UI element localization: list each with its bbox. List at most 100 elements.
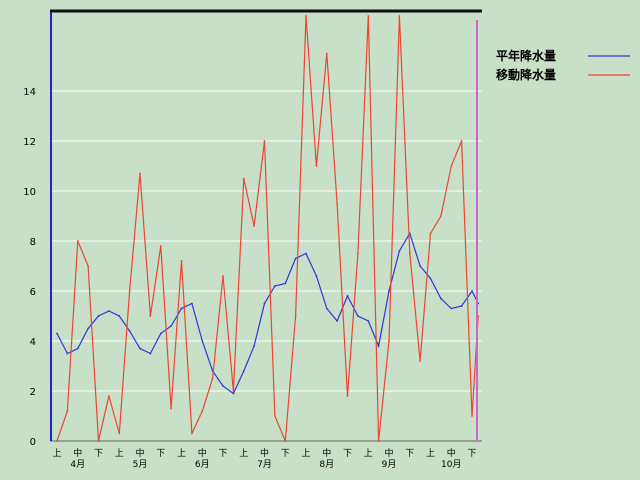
data-point [66,410,69,412]
y-tick-label: 4 [30,337,36,348]
data-point [232,390,235,392]
data-point [367,320,370,322]
data-point [346,295,349,297]
data-point [357,315,359,317]
data-point [419,360,421,362]
data-point [149,352,152,355]
data-point [191,432,193,435]
data-point [429,232,432,235]
data-point [180,307,183,310]
data-point [87,265,89,267]
data-point [460,140,463,142]
x-axis-period-labels: 上中下上中下上中下上中下上中下上中下上中下 [52,447,476,459]
x-period-label: 中 [198,447,207,459]
data-point [336,320,338,322]
data-point [170,325,173,327]
data-point [201,340,204,342]
data-point [471,415,473,417]
data-point [274,415,276,417]
x-period-label: 下 [218,449,227,459]
x-period-label: 下 [156,449,165,459]
data-point [76,347,79,350]
data-point [211,377,214,380]
x-period-label: 中 [384,447,393,459]
x-period-label: 上 [301,448,310,459]
data-point [108,310,110,312]
x-period-label: 下 [405,449,414,459]
legend-label-moving: 移動降水量 [496,67,556,82]
x-period-label: 中 [322,447,331,459]
data-point [294,315,297,317]
data-point [325,52,328,55]
data-point [305,252,307,255]
x-period-label: 中 [447,447,456,459]
data-point [139,172,141,175]
data-point [263,140,266,142]
y-tick-label: 14 [23,87,36,98]
data-point [222,275,224,277]
data-point [66,352,69,355]
data-point [149,315,152,317]
data-point [377,345,380,347]
data-point [232,392,235,395]
data-point [56,332,58,335]
x-period-label: 中 [260,447,269,459]
data-point [222,385,224,387]
data-point [159,332,162,335]
data-point [253,345,256,347]
data-point [253,225,256,227]
normal-rainfall-line [56,232,479,395]
data-point [118,315,121,317]
legend-item-moving: 移動降水量 [496,67,630,82]
data-point [305,15,307,17]
data-point [128,290,131,292]
data-point [118,432,121,435]
y-tick-label: 12 [23,137,36,148]
y-tick-label: 8 [30,237,36,248]
data-point [87,327,89,330]
data-point [108,395,110,397]
data-point [460,305,463,307]
x-period-label: 下 [94,449,103,459]
y-tick-label: 6 [30,287,36,298]
plot-area [56,15,480,442]
legend-item-normal: 平年降水量 [496,48,630,63]
legend: 平年降水量 移動降水量 [496,48,630,82]
data-point [315,165,318,167]
data-point [440,297,442,300]
data-point [97,315,100,317]
x-axis-month-labels: 4月 5月 6月 7月 8月 9月 10月 [70,459,461,470]
data-point [388,340,390,342]
data-point [367,15,370,17]
series-lines [56,15,480,442]
x-period-label: 上 [426,448,435,459]
data-point [450,307,453,310]
data-point [170,407,173,410]
data-point [398,250,401,252]
x-period-label: 上 [52,448,61,459]
y-tick-label: 2 [30,387,36,398]
data-point [315,275,318,277]
x-period-label: 上 [177,448,186,459]
x-period-label: 上 [115,448,124,459]
data-point [346,395,349,397]
x-period-label: 中 [73,447,82,459]
data-point [419,265,421,267]
y-tick-label: 10 [23,187,36,198]
x-period-label: 下 [467,449,476,459]
data-point [139,347,141,350]
x-month-label: 9月 [382,459,397,470]
data-point [274,285,276,287]
data-point [325,307,328,310]
y-axis-tick-labels: 0 2 4 6 8 10 12 14 [23,87,36,448]
data-point [180,260,183,262]
legend-label-normal: 平年降水量 [496,48,556,63]
x-month-label: 6月 [195,459,210,470]
data-point [388,290,390,292]
data-point [408,252,411,255]
data-point [398,15,401,17]
y-tick-label: 0 [30,437,36,448]
x-period-label: 上 [364,448,373,459]
x-month-label: 7月 [257,459,272,470]
